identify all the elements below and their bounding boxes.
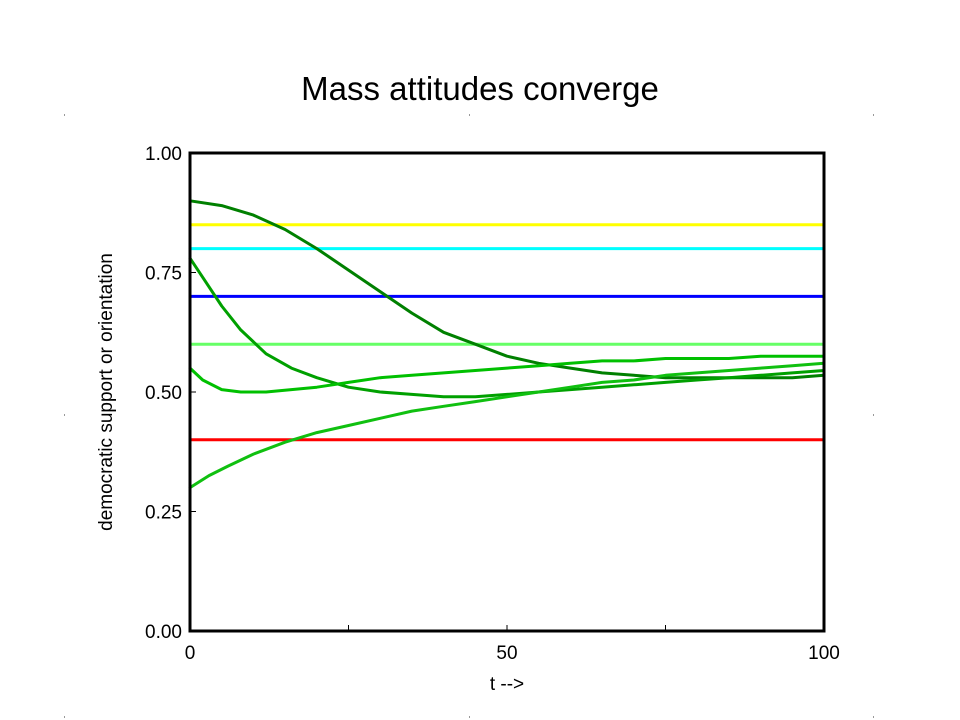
x-tick-label: 100 [808,643,840,664]
series-line-9 [188,361,826,490]
chart-title: Mass attitudes converge [301,70,659,107]
series-layer [188,199,826,490]
series-line-8 [188,354,826,394]
x-tick-label: 50 [496,643,517,664]
x-axis-label: t --> [490,674,524,695]
series-line-6 [188,199,826,380]
tick-layer: 0.00 0.25 0.50 0.75 1.00 0 50 100 [145,144,840,664]
x-tick-label: 0 [185,643,196,664]
y-tick-label: 0.00 [145,622,182,643]
series-line-7 [188,256,826,399]
y-axis-label: democratic support or orientation [96,253,117,531]
slide-guide-marks [64,114,874,718]
y-tick-label: 0.25 [145,503,182,524]
y-tick-label: 0.75 [145,264,182,285]
y-tick-label: 0.50 [145,383,182,404]
y-tick-label: 1.00 [145,144,182,165]
